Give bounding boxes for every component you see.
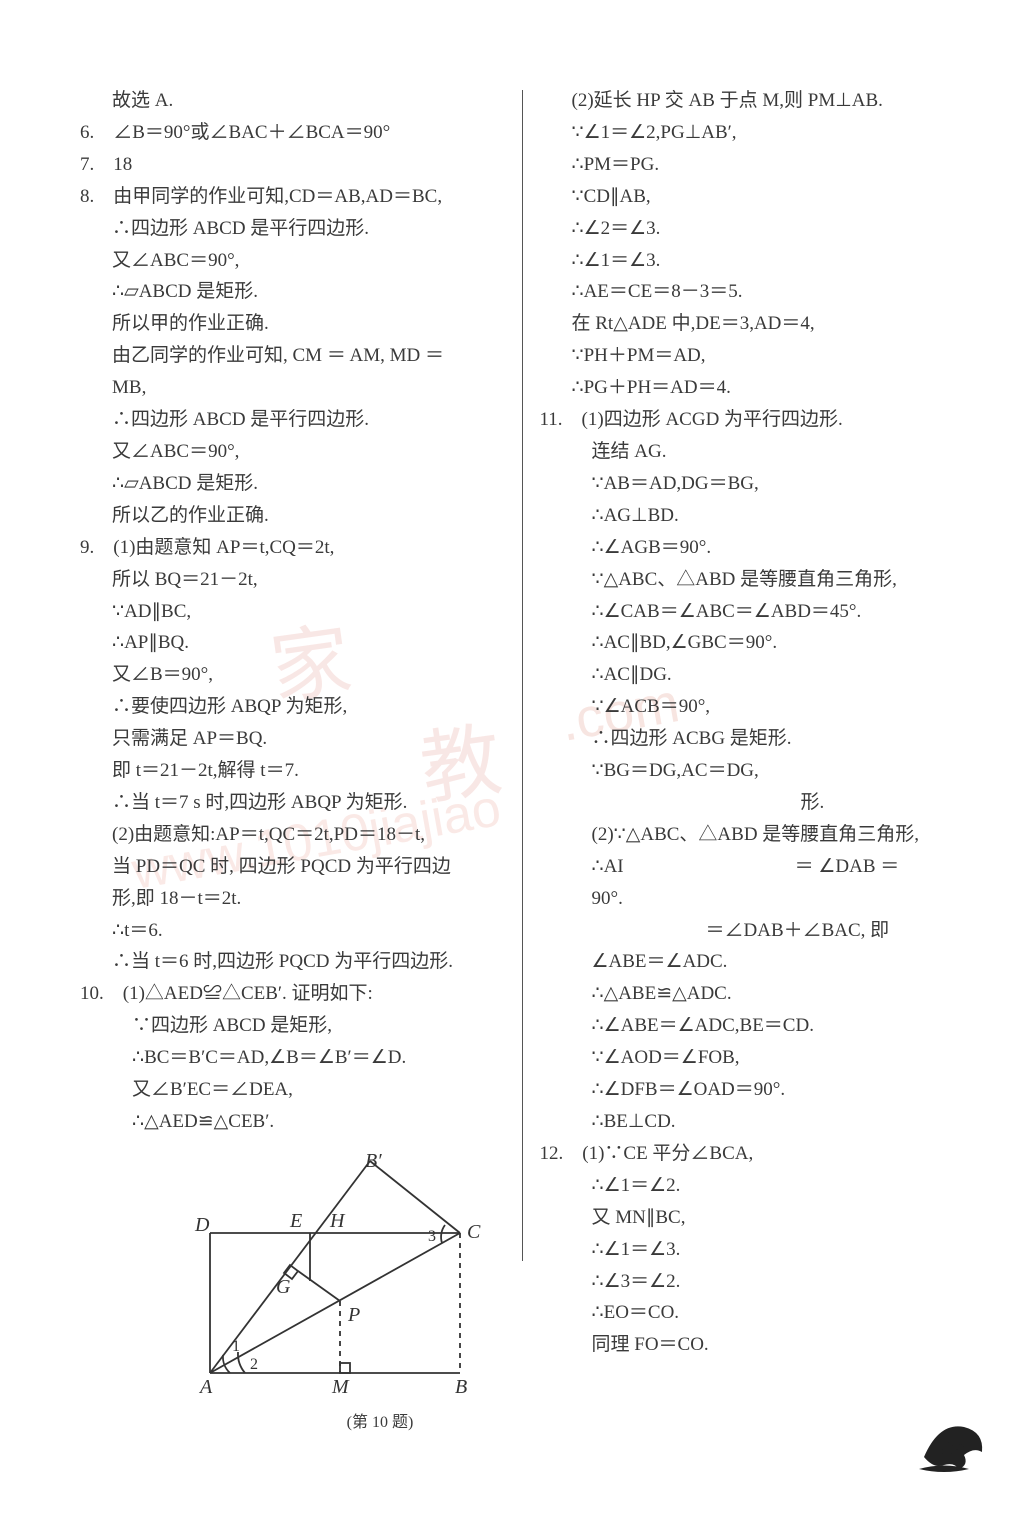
- text-line: ∴t＝6.: [80, 915, 510, 947]
- text-line: ∴∠AGB＝90°.: [540, 532, 970, 564]
- text-line: 又∠B＝90°,: [80, 659, 510, 691]
- text-line: 9. (1)由题意知 AP＝t,CQ＝2t,: [80, 532, 510, 564]
- text-line: 同理 FO＝CO.: [540, 1329, 970, 1361]
- text-line: 只需满足 AP＝BQ.: [80, 723, 510, 755]
- text-line: 11. (1)四边形 ACGD 为平行四边形.: [540, 404, 970, 436]
- text-line: ∴BC＝B′C＝AD,∠B＝∠B′＝∠D.: [80, 1042, 510, 1074]
- figure-caption: (第 10 题): [240, 1408, 520, 1432]
- text-line: (2)∵△ABC、△ABD 是等腰直角三角形,: [540, 819, 970, 851]
- text-line: 90°.: [540, 883, 970, 915]
- right-column: (2)延长 HP 交 AB 于点 M,则 PM⊥AB.∵∠1＝∠2,PG⊥AB′…: [525, 85, 970, 1361]
- text-line: 所以 BQ＝21－2t,: [80, 564, 510, 596]
- page-number: 35: [941, 1430, 969, 1462]
- text-line: ∴四边形 ABCD 是平行四边形.: [80, 213, 510, 245]
- text-line: 形,即 18－t＝2t.: [80, 883, 510, 915]
- page-body: 故选 A.6. ∠B＝90°或∠BAC＋∠BCA＝90°7. 188. 由甲同学…: [0, 0, 1024, 1401]
- text-line: 连结 AG.: [540, 436, 970, 468]
- text-line: ∵∠1＝∠2,PG⊥AB′,: [540, 117, 970, 149]
- text-line: ∴PG＋PH＝AD＝4.: [540, 372, 970, 404]
- text-line: ∴AC∥DG.: [540, 659, 970, 691]
- text-line: ∴▱ABCD 是矩形.: [80, 468, 510, 500]
- text-line: ∴BE⊥CD.: [540, 1106, 970, 1138]
- text-line: ∴AC∥BD,∠GBC＝90°.: [540, 627, 970, 659]
- text-line: ∴∠1＝∠3.: [540, 1234, 970, 1266]
- text-line: ∴∠3＝∠2.: [540, 1266, 970, 1298]
- text-line: ∴∠DFB＝∠OAD＝90°.: [540, 1074, 970, 1106]
- text-line: ∴要使四边形 ABQP 为矩形,: [80, 691, 510, 723]
- text-line: ∵CD∥AB,: [540, 181, 970, 213]
- text-line: ∴AI ＝ ∠DAB ＝: [540, 851, 970, 883]
- left-column: 故选 A.6. ∠B＝90°或∠BAC＋∠BCA＝90°7. 188. 由甲同学…: [80, 85, 525, 1361]
- text-line: 形.: [540, 787, 970, 819]
- text-line: 又∠ABC＝90°,: [80, 245, 510, 277]
- column-divider: [522, 90, 523, 1261]
- text-line: 7. 18: [80, 149, 510, 181]
- text-line: 当 PD＝QC 时, 四边形 PQCD 为平行四边: [80, 851, 510, 883]
- text-line: ∴∠1＝∠3.: [540, 245, 970, 277]
- text-line: ∠ABE＝∠ADC.: [540, 946, 970, 978]
- text-line: 又∠ABC＝90°,: [80, 436, 510, 468]
- text-line: 故选 A.: [80, 85, 510, 117]
- text-line: 6. ∠B＝90°或∠BAC＋∠BCA＝90°: [80, 117, 510, 149]
- text-line: 由乙同学的作业可知, CM ＝ AM, MD ＝: [80, 340, 510, 372]
- text-line: ＝∠DAB＋∠BAC, 即: [540, 915, 970, 947]
- text-line: 8. 由甲同学的作业可知,CD＝AB,AD＝BC,: [80, 181, 510, 213]
- text-line: ∵△ABC、△ABD 是等腰直角三角形,: [540, 564, 970, 596]
- text-line: ∵∠ACB＝90°,: [540, 691, 970, 723]
- text-line: 所以甲的作业正确.: [80, 308, 510, 340]
- text-line: ∴∠1＝∠2.: [540, 1170, 970, 1202]
- text-line: ∴四边形 ACBG 是矩形.: [540, 723, 970, 755]
- text-line: ∴当 t＝7 s 时,四边形 ABQP 为矩形.: [80, 787, 510, 819]
- text-line: ∴△ABE≌△ADC.: [540, 978, 970, 1010]
- text-line: MB,: [80, 372, 510, 404]
- text-line: ∴四边形 ABCD 是平行四边形.: [80, 404, 510, 436]
- text-line: 又 MN∥BC,: [540, 1202, 970, 1234]
- text-line: 所以乙的作业正确.: [80, 500, 510, 532]
- text-line: 10. (1)△AED≌△CEB′. 证明如下:: [80, 978, 510, 1010]
- text-line: ∵BG＝DG,AC＝DG,: [540, 755, 970, 787]
- text-line: ∴AP∥BQ.: [80, 627, 510, 659]
- text-line: ∵四边形 ABCD 是矩形,: [80, 1010, 510, 1042]
- text-line: ∴AE＝CE＝8－3＝5.: [540, 276, 970, 308]
- text-line: ∴EO＝CO.: [540, 1297, 970, 1329]
- text-line: ∴AG⊥BD.: [540, 500, 970, 532]
- text-line: ∴∠2＝∠3.: [540, 213, 970, 245]
- text-line: ∴▱ABCD 是矩形.: [80, 276, 510, 308]
- text-line: ∵PH＋PM＝AD,: [540, 340, 970, 372]
- text-line: (2)延长 HP 交 AB 于点 M,则 PM⊥AB.: [540, 85, 970, 117]
- text-line: (2)由题意知:AP＝t,QC＝2t,PD＝18－t,: [80, 819, 510, 851]
- text-line: 12. (1)∵CE 平分∠BCA,: [540, 1138, 970, 1170]
- text-line: ∴当 t＝6 时,四边形 PQCD 为平行四边形.: [80, 946, 510, 978]
- text-line: ∴∠ABE＝∠ADC,BE＝CD.: [540, 1010, 970, 1042]
- text-line: 又∠B′EC＝∠DEA,: [80, 1074, 510, 1106]
- text-line: ∵∠AOD＝∠FOB,: [540, 1042, 970, 1074]
- text-line: 在 Rt△ADE 中,DE＝3,AD＝4,: [540, 308, 970, 340]
- text-line: ∴PM＝PG.: [540, 149, 970, 181]
- text-line: ∵AD∥BC,: [80, 596, 510, 628]
- text-line: ∵AB＝AD,DG＝BG,: [540, 468, 970, 500]
- text-line: 即 t＝21－2t,解得 t＝7.: [80, 755, 510, 787]
- text-line: ∴∠CAB＝∠ABC＝∠ABD＝45°.: [540, 596, 970, 628]
- text-line: ∴△AED≌△CEB′.: [80, 1106, 510, 1138]
